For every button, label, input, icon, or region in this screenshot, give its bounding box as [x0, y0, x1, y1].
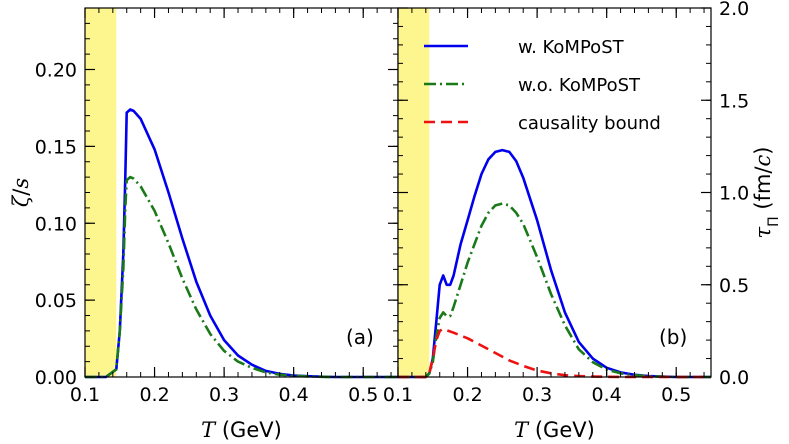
panel-a-x-tick-label: 0.5	[348, 384, 378, 406]
panel-a-frame	[84, 7, 399, 378]
panel-b-y-tick-label: 0.5	[719, 275, 749, 297]
panel-b-x-tick-label: 0.2	[452, 384, 482, 406]
panel-b-label: (b)	[659, 325, 687, 349]
panel-a-x-tick-label: 0.2	[139, 384, 169, 406]
panel-a-curves	[85, 108, 398, 379]
panel-a-y-axis-label: ζ/s	[9, 178, 33, 207]
panel-a-y-tick-label: 0.10	[35, 213, 77, 235]
panel-b-x-tick-label: 0.5	[661, 384, 691, 406]
panel-b-y-axis-main: τ	[751, 226, 775, 238]
panel-b: 0.1 0.2 0.3 0.4 0.5 0.0 0.5 1.0 1.5 2.0 (b) T (Ge…	[383, 0, 782, 442]
legend-label: w. KoMPoST	[518, 37, 625, 58]
panel-b-y-tick-label: 0.0	[719, 367, 749, 389]
panel-a-y-tick-label: 0.20	[35, 60, 77, 82]
legend-label: w.o. KoMPoST	[518, 75, 641, 96]
panel-b-series-1-line	[398, 202, 711, 379]
panel-b-y-axis-unit-c: c	[751, 155, 775, 167]
panel-b-y-axis-label: τΠ (fm/c)	[751, 147, 782, 239]
panel-b-y-axis-sub: Π	[766, 216, 782, 227]
panel-a-x-axis-label: T (GeV)	[201, 418, 282, 442]
panel-a-series-1-line	[85, 175, 398, 379]
panel-a-x-tick-label: 0.3	[209, 384, 239, 406]
panel-b-frame	[397, 7, 712, 378]
panel-a-y-axis-sep: /	[9, 188, 33, 196]
panel-a-y-tick-label: 0.05	[35, 290, 77, 312]
panel-a-x-tick-label: 0.4	[279, 384, 309, 406]
panel-a-label: (a)	[346, 325, 374, 349]
panel-b-y-axis-unit-open: (fm/	[751, 166, 775, 217]
panel-a-x-axis-unit: (GeV)	[215, 418, 282, 442]
panel-a-y-axis-sub: s	[9, 178, 33, 189]
panel-a-x-tick-label: 0.1	[70, 384, 100, 406]
panel-b-y-tick-label: 1.5	[719, 90, 749, 112]
panel-b-y-tick-label: 1.0	[719, 183, 749, 205]
panel-a-y-tick-label: 0.15	[35, 136, 77, 158]
panel-b-x-axis-unit: (GeV)	[528, 418, 595, 442]
panel-b-y-axis-unit-close: )	[751, 147, 775, 155]
panel-a-y-tick-label: 0.00	[35, 367, 77, 389]
panel-a-y-axis-main: ζ	[9, 194, 33, 207]
panel-b-x-axis-var: T	[514, 418, 530, 442]
panel-a: 0.1 0.2 0.3 0.4 0.50.000.050.100.150.20 (a) …	[9, 7, 399, 442]
legend-label: causality bound	[518, 113, 661, 134]
legend: w. KoMPoST w.o. KoMPoST causality bound	[424, 37, 661, 134]
panel-a-x-axis-var: T	[201, 418, 217, 442]
panel-b-x-tick-label: 0.1	[383, 384, 413, 406]
panel-b-x-tick-label: 0.3	[522, 384, 552, 406]
panel-b-x-axis-label: T (GeV)	[514, 418, 595, 442]
panel-b-x-tick-label: 0.4	[592, 384, 622, 406]
panel-b-y-tick-label: 2.0	[719, 0, 749, 20]
panel-b-ticks: 0.1 0.2 0.3 0.4 0.5 0.0 0.5 1.0 1.5 2.0	[383, 0, 749, 406]
